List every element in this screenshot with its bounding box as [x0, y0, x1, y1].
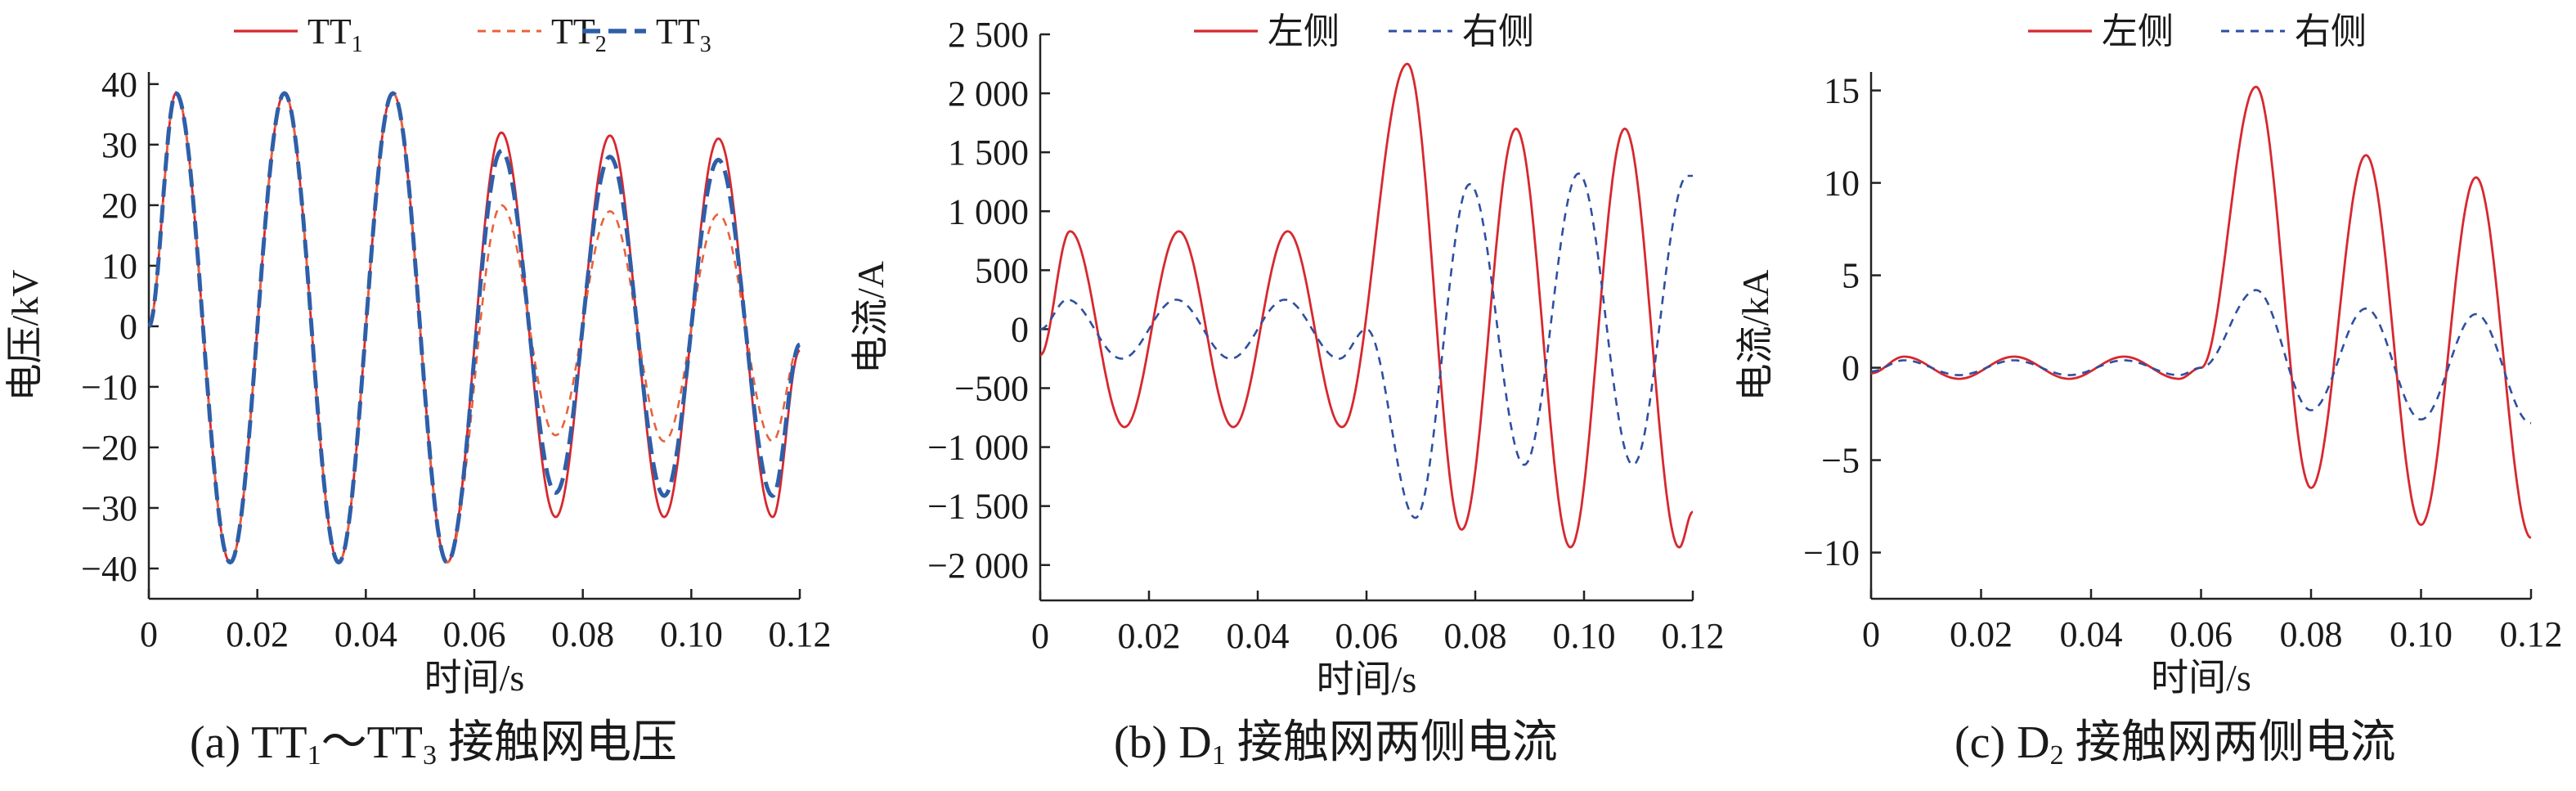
y-axis-label: 电压/kV — [4, 270, 46, 402]
y-tick-label: 1 500 — [948, 133, 1029, 173]
legend-label-2: 右侧 — [1462, 11, 1534, 52]
caption-b-suffix: 接触网两侧电流 — [1225, 717, 1558, 768]
y-tick-label: −500 — [954, 369, 1029, 409]
x-tick-label: 0.06 — [443, 614, 506, 654]
legend-label-1: 左侧 — [1268, 11, 1340, 52]
x-tick-label: 0.04 — [2060, 614, 2123, 654]
x-tick-label: 0.06 — [1335, 616, 1398, 656]
y-tick-label: 1 000 — [948, 191, 1029, 231]
caption-a-sub2: 3 — [422, 740, 437, 771]
y-tick-label: −2 000 — [927, 546, 1029, 586]
caption-b-prefix: (b) D — [1114, 717, 1212, 768]
y-tick-label: 2 500 — [948, 15, 1029, 55]
panel-b-current-chart: 0 0.02 0.04 0.06 0.08 0.10 0.12 −2 000 −1 500 −1 … — [850, 0, 1725, 791]
legend-label-2: TT2 — [551, 11, 607, 57]
caption-a-sub1: 1 — [307, 740, 321, 771]
x-axis-label: 时间/s — [1317, 658, 1417, 700]
series-line-2 — [1870, 289, 2532, 425]
x-tick-label: 0.02 — [1950, 614, 2013, 654]
x-tick-label: 0.02 — [1118, 616, 1181, 656]
x-tick-label: 0 — [1862, 614, 1880, 654]
chart-b-svg: 0 0.02 0.04 0.06 0.08 0.10 0.12 −2 000 −1 500 −1 … — [850, 11, 1725, 700]
legend-label-3: TT3 — [656, 11, 711, 57]
x-tick-label: 0.08 — [1444, 616, 1507, 656]
x-tick-label: 0 — [140, 614, 158, 654]
y-tick-label: 10 — [1824, 164, 1860, 204]
caption-a: (a) TT1～TT3 接触网电压 — [190, 705, 677, 771]
caption-a-mid: ～TT — [321, 717, 423, 768]
y-tick-label: 500 — [975, 250, 1029, 290]
y-tick-label: 20 — [101, 186, 137, 226]
series-line-1 — [1870, 85, 2532, 539]
x-tick-label: 0 — [1031, 616, 1049, 656]
y-tick-label: −40 — [81, 549, 137, 589]
series-line-1 — [148, 92, 801, 564]
x-tick-label: 0.04 — [1227, 616, 1290, 656]
y-tick-label: −10 — [1803, 533, 1860, 573]
y-tick-label: 2 000 — [948, 74, 1029, 114]
x-tick-label: 0.12 — [2500, 614, 2563, 654]
y-tick-label: −1 000 — [927, 428, 1029, 468]
x-tick-label: 0.08 — [2280, 614, 2343, 654]
x-axis-label: 时间/s — [2151, 657, 2251, 699]
caption-a-suffix: 接触网电压 — [436, 717, 677, 768]
y-tick-label: 30 — [101, 125, 137, 165]
caption-b-sub1: 1 — [1211, 740, 1226, 771]
caption-c-sub1: 2 — [2049, 740, 2064, 771]
x-tick-label: 0.08 — [551, 614, 614, 654]
series-line-2 — [148, 92, 801, 564]
x-tick-label: 0.12 — [769, 614, 832, 654]
y-tick-label: 0 — [1011, 309, 1029, 349]
series-line-3 — [147, 91, 801, 565]
chart-a-svg: 0 0.02 0.04 0.06 0.08 0.10 0.12 −40 −30 −20 −10 0 10… — [4, 11, 832, 699]
series-line-1 — [1039, 62, 1694, 549]
x-tick-label: 0.10 — [2390, 614, 2453, 654]
caption-c-prefix: (c) D — [1954, 717, 2050, 768]
legend-label-1: TT1 — [307, 11, 363, 57]
legend-label-2: 右侧 — [2295, 11, 2367, 52]
panel-c-current-chart: 0 0.02 0.04 0.06 0.08 0.10 0.12 −10 −5 0 5 10 15 时间/s… — [1701, 0, 2576, 791]
x-tick-label: 0.10 — [1553, 616, 1616, 656]
y-tick-label: −5 — [1821, 441, 1860, 481]
y-tick-label: −30 — [81, 488, 137, 528]
y-tick-label: −20 — [81, 428, 137, 468]
y-tick-label: 5 — [1842, 256, 1860, 296]
y-axis-label: 电流/A — [850, 261, 891, 374]
y-tick-label: −10 — [81, 367, 137, 407]
chart-c-svg: 0 0.02 0.04 0.06 0.08 0.10 0.12 −10 −5 0 5 10 15 时间/s… — [1735, 11, 2563, 699]
y-tick-label: 10 — [101, 246, 137, 286]
x-tick-label: 0.12 — [1662, 616, 1725, 656]
y-tick-label: 0 — [1842, 348, 1860, 389]
x-tick-label: 0.02 — [226, 614, 289, 654]
y-tick-label: 40 — [101, 65, 137, 105]
y-tick-label: 15 — [1824, 71, 1860, 111]
panel-a-voltage-chart: 0 0.02 0.04 0.06 0.08 0.10 0.12 −40 −30 −20 −10 0 10… — [0, 0, 850, 791]
caption-c: (c) D2 接触网两侧电流 — [1954, 705, 2396, 771]
caption-c-suffix: 接触网两侧电流 — [2063, 717, 2396, 768]
y-tick-label: 0 — [119, 307, 137, 347]
x-tick-label: 0.10 — [660, 614, 723, 654]
caption-a-prefix: (a) TT — [190, 717, 307, 768]
x-tick-label: 0.06 — [2170, 614, 2233, 654]
legend-label-1: 左侧 — [2102, 11, 2174, 52]
y-tick-label: −1 500 — [927, 487, 1029, 527]
x-axis-label: 时间/s — [424, 657, 525, 699]
y-axis-label: 电流/kA — [1735, 270, 1776, 402]
caption-b: (b) D1 接触网两侧电流 — [1114, 705, 1558, 771]
x-tick-label: 0.04 — [334, 614, 397, 654]
series-line-2 — [1039, 172, 1694, 519]
